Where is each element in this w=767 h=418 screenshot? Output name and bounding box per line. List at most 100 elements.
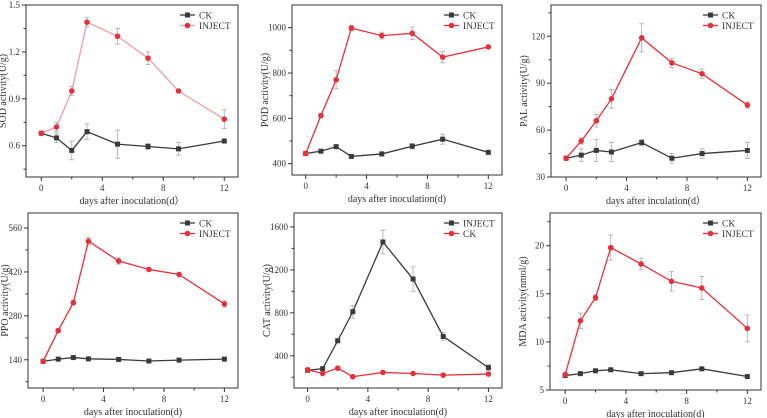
data-point-circle — [348, 25, 355, 31]
series-line — [307, 240, 489, 371]
data-point-square — [669, 155, 675, 161]
data-point-square — [318, 148, 324, 154]
legend-item: CK — [180, 12, 212, 22]
x-tick-label: 8 — [685, 183, 690, 193]
chart-panel-0: 0 4 8 12 0.6 0.9 1.2 1.5 days after inoculation(… — [0, 0, 239, 207]
y-tick-label: 1600 — [270, 222, 289, 232]
data-point-circle — [318, 112, 324, 119]
series-line — [564, 246, 748, 375]
x-tick-label: 0 — [564, 183, 569, 193]
data-point-square — [608, 367, 614, 373]
x-axis-label: days after inculation(d） — [606, 195, 706, 207]
legend-marker-square — [708, 12, 713, 18]
data-point-square — [485, 365, 491, 371]
data-point-square — [440, 136, 446, 142]
data-point-circle — [409, 30, 416, 37]
series-line — [42, 240, 225, 362]
y-tick-label: 120 — [532, 31, 546, 41]
legend-item: INJECT — [444, 220, 495, 230]
series-inject — [38, 17, 228, 137]
data-point-circle — [40, 358, 46, 365]
x-axis-label: days after inoculation(d） — [80, 195, 185, 207]
data-point-square — [668, 370, 674, 376]
data-point-circle — [563, 155, 569, 162]
data-point-circle — [485, 371, 492, 377]
data-point-circle — [439, 54, 446, 60]
legend-label: CK — [199, 12, 212, 22]
x-tick-label: 8 — [162, 394, 167, 404]
y-axis-label: CAT activity(U/g) — [262, 264, 273, 337]
series-ck — [40, 355, 227, 364]
series-line — [565, 36, 748, 159]
data-point-circle — [669, 60, 675, 66]
series-line — [43, 356, 225, 362]
chart-panel-4: 0 4 8 12 400 800 1200 1600 days after inoculatio… — [262, 212, 503, 418]
legend-label: INJECT — [722, 230, 754, 240]
x-tick-label: 0 — [303, 181, 308, 191]
series-line — [305, 138, 489, 158]
data-point-square — [440, 333, 446, 339]
data-point-circle — [744, 325, 751, 332]
legend-marker-circle — [707, 230, 714, 237]
legend-marker-circle — [707, 22, 714, 29]
y-tick-label: 800 — [273, 68, 287, 78]
y-tick-label: 90 — [536, 78, 546, 88]
x-tick-label: 4 — [100, 183, 105, 193]
data-point-circle — [485, 44, 492, 50]
x-tick-label: 8 — [161, 183, 166, 193]
legend-item: INJECT — [703, 22, 754, 32]
series-line — [41, 21, 225, 134]
data-point-square — [54, 135, 60, 141]
y-tick-label: 20 — [535, 241, 545, 251]
data-point-square — [221, 138, 227, 144]
y-axis-label: SOD activity(U/g) — [0, 54, 9, 128]
data-point-circle — [70, 299, 77, 306]
data-point-circle — [304, 366, 311, 373]
y-tick-label: 400 — [273, 159, 287, 169]
series-inject — [302, 24, 492, 157]
y-axis-label: MDA activity(nmol/g) — [518, 256, 529, 346]
y-tick-label: 60 — [536, 125, 546, 135]
data-point-circle — [333, 77, 339, 83]
y-tick-label: 0.6 — [9, 141, 21, 151]
data-point-circle — [176, 271, 182, 278]
data-point-square — [333, 144, 339, 150]
chart-panel-3: 0 4 8 12 140 280 420 560 days after inoculation(… — [0, 212, 239, 418]
legend-item: INJECT — [703, 230, 754, 240]
data-point-circle — [668, 278, 675, 285]
legend-label: INJECT — [722, 22, 754, 32]
y-axis-label: PAL activity(U/g) — [519, 55, 530, 127]
legend-marker-circle — [184, 230, 191, 237]
chart-panel-5: 0 4 8 12 5 10 15 20 days after inoculation(d) MDA… — [518, 212, 762, 418]
data-point-square — [116, 356, 122, 362]
data-point-square — [744, 374, 750, 380]
x-tick-label: 4 — [364, 181, 369, 191]
data-point-circle — [175, 88, 182, 94]
legend-label: INJECT — [199, 22, 231, 32]
legend-label: CK — [722, 220, 735, 230]
data-point-square — [410, 276, 416, 282]
series-ck — [563, 139, 750, 164]
x-tick-label: 8 — [426, 394, 431, 404]
y-tick-label: 10 — [535, 337, 545, 347]
data-point-square — [348, 153, 354, 159]
plot-frame — [25, 4, 239, 178]
legend-item: CK — [703, 220, 735, 230]
data-point-circle — [114, 33, 121, 40]
chart-panel-1: 0 4 8 12 400 600 800 1000 days after inoculation… — [260, 4, 503, 205]
x-axis-label: days after inoculation(d) — [84, 407, 182, 418]
plot-frame — [550, 4, 762, 178]
data-point-square — [335, 338, 341, 344]
legend-marker-circle — [184, 22, 191, 29]
data-point-square — [593, 368, 599, 374]
data-point-circle — [302, 150, 309, 157]
y-tick-label: 400 — [275, 351, 289, 361]
y-tick-label: 1.5 — [9, 0, 21, 10]
chart-panel-2: 0 4 8 12 30 60 90 120 days after inculation(d） PA… — [519, 4, 762, 207]
data-point-square — [55, 356, 61, 362]
legend-item: INJECT — [180, 22, 231, 32]
x-axis-label: days after inoculation(d) — [349, 407, 447, 418]
legend-item: CK — [703, 12, 735, 22]
x-tick-label: 0 — [41, 394, 46, 404]
data-point-square — [320, 366, 326, 372]
